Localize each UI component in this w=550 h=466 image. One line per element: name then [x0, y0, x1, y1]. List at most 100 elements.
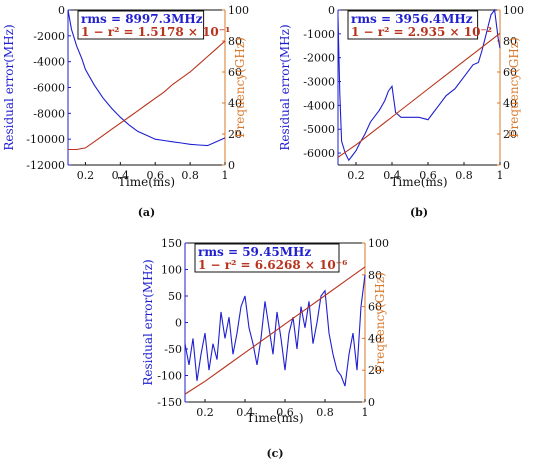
- x-tick-label: 0.4: [383, 169, 401, 182]
- chart-panel-a: 0.2 0.4 0.6 0.8 10-2000-4000-6000-8000-10000…: [2, 4, 249, 219]
- panel-label: (c): [266, 447, 283, 460]
- left-tick-label: 0: [58, 4, 65, 17]
- chart-panel-c: 0.2 0.4 0.6 0.8 1 150 100 50 0 -50 -100 -150 100 80 60…: [141, 237, 389, 460]
- x-tick-label: 0.8: [455, 169, 473, 182]
- right-tick-label: 80: [228, 35, 242, 48]
- left-tick-label: -8000: [33, 107, 65, 120]
- x-axis-label: Time(ms): [118, 175, 175, 189]
- right-tick-label: 60: [228, 66, 242, 79]
- right-axis-label: Frequency(GHz): [233, 37, 247, 138]
- annotation-frame: [77, 10, 205, 40]
- right-axis-label: Frequency(GHz): [373, 272, 387, 373]
- left-tick-label: -100: [157, 370, 182, 383]
- x-tick-label: 0.8: [316, 406, 334, 419]
- rms-annotation: rms = 59.45MHz: [198, 245, 311, 259]
- left-tick-label: 100: [161, 264, 182, 277]
- left-tick-label: 0: [328, 4, 335, 17]
- x-tick-label: 0.2: [77, 169, 95, 182]
- fit-label: 1 − r² =: [81, 25, 138, 39]
- left-tick-label: -3000: [303, 76, 335, 89]
- x-tick-label: 0.6: [419, 169, 437, 182]
- left-tick-label: -12000: [26, 159, 65, 172]
- right-tick-label: 20: [503, 128, 517, 141]
- panel-label: (a): [138, 206, 156, 219]
- right-tick-label: 100: [368, 237, 389, 250]
- fit-annotation: 1 − r² = 2.935 × 10⁻²: [351, 25, 492, 39]
- annotation-frame: [347, 10, 479, 40]
- left-axis-label: Residual error(MHz): [2, 24, 16, 150]
- right-axis-label: Frequency(GHz): [507, 37, 521, 138]
- rms-label: rms =: [81, 12, 125, 26]
- left-axis-label: Residual error(MHz): [141, 259, 155, 385]
- x-tick-label: 0.8: [181, 169, 199, 182]
- right-tick-label: 40: [503, 97, 517, 110]
- x-tick-label: 0.2: [196, 406, 214, 419]
- rms-annotation: rms = 3956.4MHz: [351, 12, 473, 26]
- x-tick-label: 0.6: [276, 406, 294, 419]
- rms-value: 8997.3MHz: [125, 12, 203, 26]
- chart-panel-b: 0.2 0.4 0.6 0.8 10-1000-2000-3000-4000-5000-…: [278, 4, 524, 219]
- left-tick-label: -2000: [303, 52, 335, 65]
- fit-value: 1.5178 × 10⁻¹: [138, 25, 231, 39]
- right-tick-label: 80: [503, 35, 517, 48]
- fit-label: 1 − r² =: [198, 258, 255, 272]
- frequency-line: [337, 32, 501, 158]
- right-tick-label: 100: [503, 4, 524, 17]
- x-tick-label: 0.4: [112, 169, 130, 182]
- left-axis-label: Residual error(MHz): [278, 24, 292, 150]
- left-tick-label: -1000: [303, 28, 335, 41]
- right-tick-label: 100: [228, 4, 249, 17]
- residual-error-line: [67, 9, 226, 147]
- x-tick-label: 1: [497, 169, 504, 182]
- x-axis-label: Time(ms): [390, 175, 447, 189]
- right-tick-label: 40: [368, 332, 382, 345]
- x-tick-label: 0.6: [146, 169, 164, 182]
- rms-annotation: rms = 8997.3MHz: [81, 12, 203, 26]
- left-tick-label: -2000: [33, 30, 65, 43]
- rms-label: rms =: [198, 245, 242, 259]
- right-tick-label: 0: [228, 159, 235, 172]
- fit-annotation: 1 − r² = 1.5178 × 10⁻¹: [81, 25, 230, 39]
- left-tick-label: -150: [157, 396, 182, 409]
- right-tick-label: 80: [368, 269, 382, 282]
- fit-value: 6.6268 × 10⁻⁶: [255, 258, 348, 272]
- left-tick-label: -6000: [33, 82, 65, 95]
- rms-value: 59.45MHz: [242, 245, 311, 259]
- left-tick-label: -4000: [33, 56, 65, 69]
- x-tick-label: 1: [362, 406, 369, 419]
- annotation-frame: [194, 243, 340, 273]
- right-tick-label: 60: [368, 301, 382, 314]
- fit-annotation: 1 − r² = 6.6268 × 10⁻⁶: [198, 258, 347, 272]
- left-tick-label: -10000: [26, 133, 65, 146]
- right-tick-label: 40: [228, 97, 242, 110]
- x-tick-label: 1: [222, 169, 229, 182]
- rms-value: 3956.4MHz: [395, 12, 473, 26]
- frequency-line: [68, 40, 226, 151]
- panel-label: (b): [410, 206, 428, 219]
- residual-error-line: [184, 274, 366, 387]
- rms-label: rms =: [351, 12, 395, 26]
- right-tick-label: 60: [503, 66, 517, 79]
- right-tick-label: 20: [228, 128, 242, 141]
- left-tick-label: 0: [175, 317, 182, 330]
- x-tick-label: 0.4: [236, 406, 254, 419]
- frequency-line: [184, 266, 366, 395]
- left-tick-label: -5000: [303, 123, 335, 136]
- fit-value: 2.935 × 10⁻²: [408, 25, 492, 39]
- right-tick-label: 0: [368, 396, 375, 409]
- right-tick-label: 20: [368, 364, 382, 377]
- x-axis-label: Time(ms): [246, 411, 303, 425]
- right-tick-label: 0: [503, 159, 510, 172]
- fit-label: 1 − r² =: [351, 25, 408, 39]
- residual-error-line: [337, 8, 501, 162]
- left-tick-label: 50: [168, 290, 182, 303]
- x-tick-label: 0.2: [347, 169, 365, 182]
- left-tick-label: -4000: [303, 99, 335, 112]
- left-tick-label: -6000: [303, 147, 335, 160]
- left-tick-label: -50: [164, 343, 182, 356]
- left-tick-label: 150: [161, 237, 182, 250]
